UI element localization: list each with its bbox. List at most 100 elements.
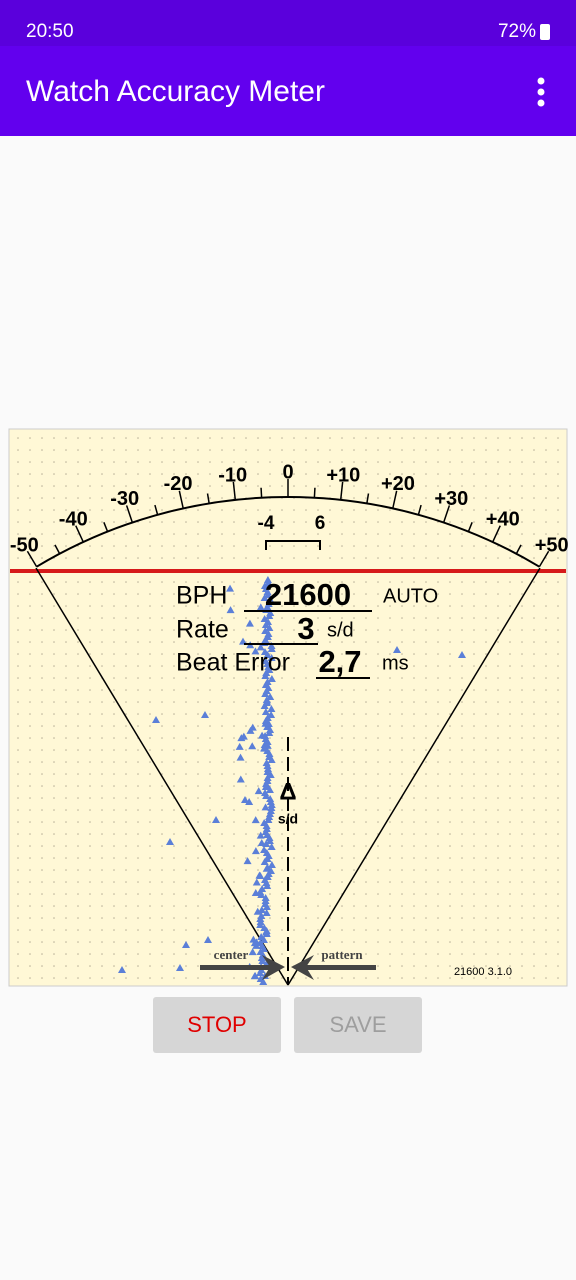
right-limit — [287, 567, 541, 986]
sample — [226, 606, 235, 614]
dial-label: -30 — [110, 488, 139, 510]
sample — [256, 871, 265, 879]
sample — [251, 816, 260, 824]
dial-label: -40 — [59, 508, 88, 530]
sample — [256, 921, 265, 928]
sample — [260, 702, 269, 709]
sample — [256, 918, 265, 925]
dial: -50 -40 -30 -20 -10 0 +10 +20 +30 +40 +50 — [10, 461, 569, 568]
dial-arc — [36, 496, 540, 568]
dial-tick — [103, 522, 109, 532]
beat-error-label: Beat Error — [176, 649, 290, 677]
sample — [239, 637, 248, 645]
sample — [260, 744, 269, 752]
sample — [261, 621, 270, 628]
sample — [265, 813, 274, 820]
dial-label: 0 — [282, 461, 293, 483]
dial-tick — [206, 493, 210, 504]
save-label: SAVE — [329, 1012, 386, 1037]
app-bar — [0, 46, 576, 136]
sample — [256, 969, 265, 976]
app-title: Watch Accuracy Meter — [26, 75, 325, 108]
sample — [245, 797, 254, 805]
sample — [253, 907, 262, 915]
sample — [262, 903, 271, 910]
sample — [265, 786, 274, 793]
bph-value: 21600 — [265, 577, 351, 612]
dial-label: -20 — [164, 473, 193, 495]
sample — [250, 939, 259, 947]
range-high: 6 — [315, 513, 326, 534]
sample — [245, 619, 254, 627]
stop-button[interactable] — [153, 997, 281, 1053]
sample — [265, 837, 274, 844]
dial-tick — [232, 481, 237, 500]
arrows — [200, 955, 376, 980]
sample — [204, 936, 212, 943]
sample — [267, 675, 276, 682]
sample — [267, 843, 276, 850]
sample — [263, 741, 272, 749]
sample — [261, 803, 270, 811]
sample — [260, 594, 269, 601]
dial-label: +40 — [486, 508, 520, 530]
sample — [263, 588, 272, 595]
sample — [201, 711, 209, 718]
dial-tick — [125, 505, 134, 523]
sample — [259, 978, 268, 985]
sample — [267, 645, 276, 652]
dial-tick — [26, 550, 38, 568]
sample — [259, 936, 268, 943]
sample — [248, 948, 257, 956]
dial-label: +10 — [326, 464, 360, 486]
left-limit — [35, 567, 289, 986]
dial-label: -10 — [218, 464, 247, 486]
dial-label: +30 — [434, 488, 468, 510]
sample — [262, 864, 271, 872]
sample — [251, 888, 260, 896]
sample — [267, 801, 276, 808]
sample — [261, 719, 270, 727]
sample — [262, 909, 271, 916]
sample — [254, 787, 263, 795]
sample — [118, 966, 126, 973]
sample — [212, 816, 220, 823]
save-button[interactable] — [294, 997, 422, 1053]
sample — [264, 816, 273, 823]
dial-tick — [515, 544, 522, 555]
sample — [243, 857, 252, 865]
sample — [248, 723, 257, 731]
sample — [262, 781, 271, 789]
sample — [260, 615, 269, 622]
sample — [265, 834, 274, 841]
sample — [182, 941, 190, 948]
sample — [262, 928, 271, 936]
sample — [263, 576, 272, 583]
dial-label: +20 — [381, 473, 415, 495]
battery-icon — [540, 24, 550, 40]
pattern-label: pattern — [321, 947, 363, 962]
sample — [263, 765, 272, 772]
dial-tick — [538, 550, 550, 568]
sample — [267, 804, 276, 811]
dial-tick — [75, 525, 84, 543]
rate-unit: s/d — [327, 619, 354, 641]
dial-tick — [467, 522, 473, 532]
sample — [267, 705, 276, 712]
rate-label: Rate — [176, 616, 229, 644]
sample — [267, 861, 276, 868]
sample — [248, 742, 257, 750]
dial-tick — [442, 505, 451, 523]
range-low: -4 — [258, 513, 275, 534]
sample — [266, 693, 275, 700]
sample — [393, 646, 401, 653]
sample — [237, 734, 246, 742]
sample — [261, 708, 270, 715]
beat-error-value: 2,7 — [318, 644, 361, 679]
sample — [262, 792, 271, 799]
overflow-menu[interactable] — [537, 77, 545, 107]
sample — [264, 630, 273, 637]
samples — [118, 576, 466, 985]
sample — [256, 643, 265, 651]
dial-tick — [366, 493, 370, 504]
